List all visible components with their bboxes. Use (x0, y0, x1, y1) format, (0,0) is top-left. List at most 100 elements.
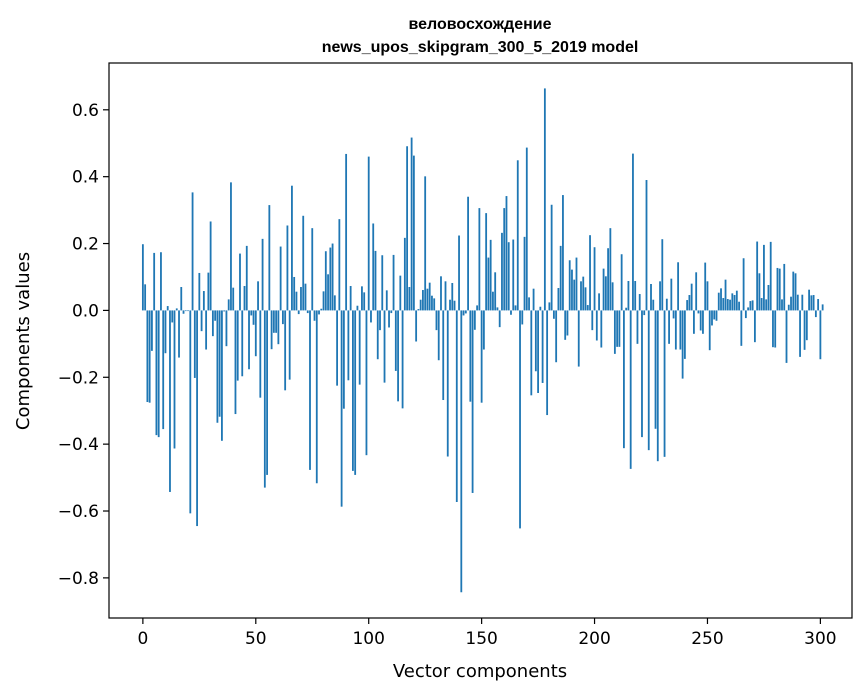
bar-180 (548, 302, 551, 311)
bar-277 (767, 285, 770, 311)
bar-241 (686, 300, 689, 311)
bar-222 (643, 310, 646, 316)
bar-71 (302, 215, 305, 311)
bar-45 (243, 286, 246, 311)
bar-0 (141, 244, 144, 311)
bar-212 (620, 254, 623, 311)
bar-15 (175, 308, 178, 311)
bar-97 (361, 286, 363, 311)
bar-65 (288, 310, 291, 380)
bar-55 (266, 310, 268, 475)
bar-267 (744, 310, 747, 319)
bar-262 (733, 295, 736, 311)
bar-268 (747, 307, 750, 311)
bar-174 (534, 310, 537, 372)
bar-216 (629, 310, 632, 469)
bar-56 (268, 205, 271, 311)
y-tick-label-4: 0.0 (72, 301, 99, 321)
bar-179 (546, 310, 549, 416)
bar-226 (652, 299, 655, 311)
bar-99 (365, 310, 368, 456)
bar-160 (503, 208, 506, 311)
bar-224 (647, 310, 650, 451)
bar-98 (363, 292, 366, 311)
bar-245 (695, 272, 698, 311)
bar-100 (367, 156, 370, 311)
bar-153 (487, 257, 490, 311)
chart-title-line-1: веловосхождение (409, 16, 552, 33)
bar-183 (555, 310, 558, 363)
bar-96 (358, 310, 361, 385)
bar-4 (151, 310, 153, 351)
bar-59 (275, 310, 278, 333)
bar-186 (562, 195, 564, 311)
bar-175 (537, 310, 539, 393)
bar-257 (722, 298, 725, 311)
bar-75 (311, 228, 314, 311)
bar-260 (729, 299, 731, 311)
bar-271 (753, 310, 756, 343)
bar-172 (530, 310, 533, 396)
bar-230 (661, 239, 664, 311)
bar-36 (223, 310, 226, 312)
bar-161 (505, 196, 508, 311)
bar-243 (690, 283, 693, 311)
bar-164 (512, 239, 515, 311)
bar-119 (410, 137, 413, 311)
bar-130 (435, 310, 438, 331)
bar-52 (259, 310, 262, 398)
bar-237 (677, 262, 680, 311)
bar-269 (749, 301, 752, 311)
bar-258 (724, 279, 727, 311)
bar-5 (153, 252, 156, 311)
x-tick-label-6: 300 (804, 629, 836, 649)
bar-198 (589, 235, 591, 311)
bar-227 (654, 310, 657, 429)
bar-297 (812, 295, 815, 311)
bar-54 (263, 310, 266, 488)
bar-274 (760, 298, 763, 311)
bar-248 (702, 310, 704, 334)
bar-86 (336, 310, 338, 386)
bar-73 (306, 310, 309, 314)
bar-299 (817, 299, 820, 311)
bar-291 (799, 310, 801, 357)
bar-104 (376, 310, 379, 360)
bar-156 (494, 272, 497, 311)
bar-29 (207, 272, 210, 311)
bar-215 (627, 280, 630, 311)
bar-58 (272, 310, 275, 333)
bar-281 (776, 267, 779, 311)
bar-22 (191, 192, 194, 311)
bar-18 (182, 310, 185, 314)
bar-286 (787, 304, 790, 311)
bar-17 (180, 287, 183, 311)
bar-19 (184, 310, 187, 312)
bar-127 (428, 282, 431, 311)
bar-150 (480, 310, 483, 403)
bar-240 (683, 310, 686, 359)
bar-126 (426, 288, 429, 311)
bar-72 (304, 283, 307, 311)
bar-76 (313, 310, 316, 321)
x-axis-label: Vector components (393, 661, 567, 682)
bar-118 (408, 287, 411, 311)
bar-77 (315, 310, 318, 484)
bar-102 (372, 223, 375, 311)
bar-103 (374, 250, 377, 311)
bar-204 (602, 268, 605, 311)
bar-35 (221, 310, 223, 441)
bar-140 (458, 235, 460, 311)
bar-276 (765, 299, 768, 311)
x-tick-label-0: 0 (137, 629, 148, 649)
bar-279 (772, 310, 774, 348)
bar-14 (173, 310, 176, 449)
bar-142 (462, 310, 465, 316)
bars-group (141, 88, 824, 593)
bar-203 (600, 310, 603, 348)
bar-278 (769, 241, 772, 311)
bar-107 (383, 310, 386, 383)
bar-295 (808, 289, 810, 311)
bar-38 (227, 299, 230, 311)
